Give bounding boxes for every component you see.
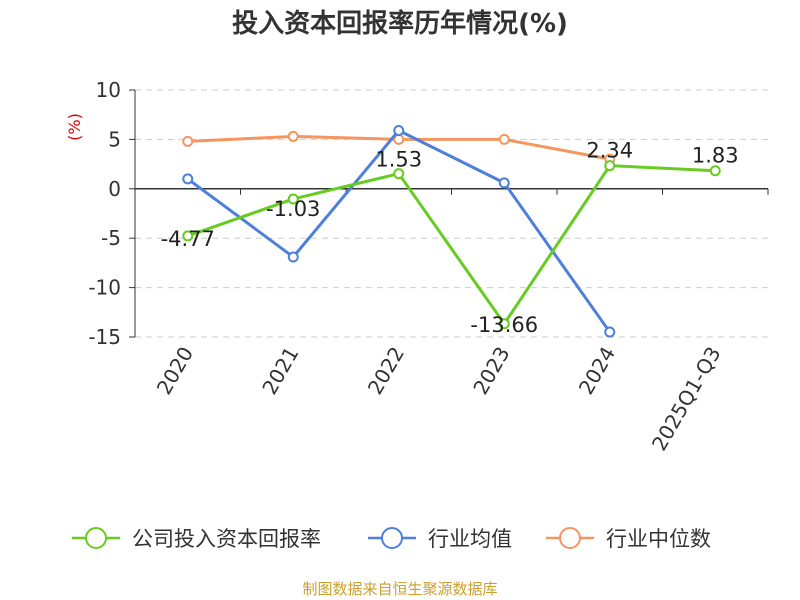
data-point <box>604 326 616 338</box>
x-tick-label: 2025Q1-Q3 <box>647 343 726 455</box>
y-unit-label: (%) <box>65 113 84 141</box>
data-point <box>498 177 510 189</box>
y-tick-label: -10 <box>88 276 121 300</box>
legend-marker <box>381 527 403 549</box>
x-tick-label: 2024 <box>574 343 620 399</box>
chart-title: 投入资本回报率历年情况(%) <box>232 8 568 39</box>
y-tick-label: -5 <box>101 226 121 250</box>
data-point <box>393 125 405 137</box>
data-label: -4.77 <box>161 227 215 251</box>
data-label: 1.83 <box>692 144 739 168</box>
data-point <box>287 193 299 205</box>
data-point <box>287 130 299 142</box>
data-point <box>498 318 510 330</box>
data-point <box>182 173 194 185</box>
source-note: 制图数据来自恒生聚源数据库 <box>302 580 497 598</box>
x-tick-labels: 2020 2021 2022 2023 2024 2025Q1-Q3 <box>152 343 726 455</box>
x-tick-label: 2023 <box>468 343 514 399</box>
data-point <box>393 168 405 180</box>
data-label: 2.34 <box>586 139 633 163</box>
x-tick-label: 2021 <box>257 343 303 399</box>
series-line-0 <box>187 164 716 326</box>
legend-marker <box>559 527 581 549</box>
data-point <box>709 165 721 177</box>
grid-lines <box>129 89 768 338</box>
data-point <box>604 160 616 172</box>
axes <box>134 90 769 337</box>
legend-label: 行业中位数 <box>606 527 711 551</box>
x-tick-label: 2022 <box>363 343 409 399</box>
y-tick-label: 0 <box>108 177 121 201</box>
data-label: -1.03 <box>266 197 320 221</box>
y-tick-label: 5 <box>108 127 121 151</box>
legend: 公司投入资本回报率 行业均值 行业中位数 <box>72 527 711 551</box>
legend-marker <box>85 527 107 549</box>
data-point <box>287 251 299 263</box>
series-group <box>182 125 721 338</box>
data-point <box>498 133 510 145</box>
y-tick-label: -15 <box>88 325 121 349</box>
data-label: -13.66 <box>470 313 538 337</box>
legend-label: 公司投入资本回报率 <box>132 527 321 551</box>
data-point <box>182 230 194 242</box>
x-tick-label: 2020 <box>152 343 198 399</box>
data-labels: -4.77 -1.03 1.53 -13.66 2.34 1.83 <box>161 139 739 337</box>
y-tick-label: 10 <box>96 78 121 102</box>
data-point <box>182 135 194 147</box>
legend-label: 行业均值 <box>428 527 512 551</box>
data-label: 1.53 <box>375 148 422 172</box>
y-tick-labels: 10 5 0 -5 -10 -15 <box>88 78 121 349</box>
